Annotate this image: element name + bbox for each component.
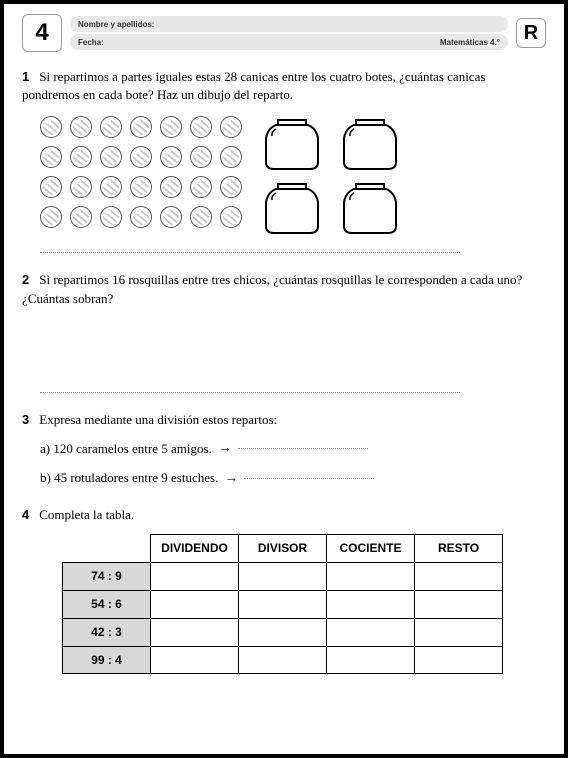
table-row: 42 : 3 [63,618,503,646]
right-letter-box: R [516,18,546,48]
row-header: 54 : 6 [63,590,151,618]
marble-icon [220,206,242,228]
name-field-row: Nombre y apellidos: [70,16,508,32]
exercise-4: 4 Completa la tabla. DIVIDENDO DIVISOR C… [22,506,546,674]
exercise-3-num: 3 [22,411,36,429]
marble-icon [190,146,212,168]
marble-icon [220,146,242,168]
exercise-1: 1 Si repartimos a partes iguales estas 2… [22,68,546,253]
exercise-2-num: 2 [22,271,36,289]
exercise-1-num: 1 [22,68,36,86]
exercise-4-num: 4 [22,506,36,524]
exercise-3-text: Expresa mediante una división estos repa… [39,412,277,427]
exercise-2-text: Si repartimos 16 rosquillas entre tres c… [22,272,522,305]
marble-icon [40,206,62,228]
marble-icon [220,176,242,198]
marble-icon [70,116,92,138]
header-fields: Nombre y apellidos: Fecha: Matemáticas 4… [70,16,508,50]
jar-icon [336,116,406,174]
exercise-3b: b) 45 rotuladores entre 9 estuches. → [40,469,546,489]
answer-space [22,308,546,378]
jar-icon [336,180,406,238]
answer-blank [238,448,368,449]
table-cell [327,590,415,618]
col-dividendo: DIVIDENDO [151,535,239,563]
marble-icon [70,146,92,168]
marble-icon [130,146,152,168]
exercise-3a-text: a) 120 caramelos entre 5 amigos. [40,440,212,458]
arrow-icon: → [224,469,238,489]
table-cell [239,590,327,618]
arrow-icon: → [218,439,232,459]
exercise-4-text: Completa la tabla. [39,507,134,522]
row-header: 99 : 4 [63,646,151,674]
table-corner [63,535,151,563]
exercise-3: 3 Expresa mediante una división estos re… [22,411,546,488]
table-cell [415,563,503,591]
exercise-2: 2 Si repartimos 16 rosquillas entre tres… [22,271,546,392]
marble-icon [40,176,62,198]
table-cell [151,618,239,646]
jar-icon [258,180,328,238]
marble-icon [160,116,182,138]
col-divisor: DIVISOR [239,535,327,563]
marble-icon [190,116,212,138]
answer-blank [244,478,374,479]
table-cell [151,646,239,674]
marble-icon [100,146,122,168]
marble-icon [40,146,62,168]
marble-icon [220,116,242,138]
table-cell [239,646,327,674]
marble-icon [100,206,122,228]
marble-icon [40,116,62,138]
table-cell [239,618,327,646]
marble-icon [190,206,212,228]
table-cell [327,618,415,646]
exercise-1-text: Si repartimos a partes iguales estas 28 … [22,69,485,102]
col-resto: RESTO [415,535,503,563]
row-header: 74 : 9 [63,563,151,591]
table-row: 54 : 6 [63,590,503,618]
name-label: Nombre y apellidos: [78,20,154,29]
marble-icon [160,146,182,168]
marbles-jars-diagram [22,116,546,238]
table-cell [415,646,503,674]
col-cociente: COCIENTE [327,535,415,563]
marble-icon [130,176,152,198]
table-cell [327,646,415,674]
worksheet-header: 4 Nombre y apellidos: Fecha: Matemáticas… [22,14,546,52]
table-cell [239,563,327,591]
exercise-3a: a) 120 caramelos entre 5 amigos. → [40,439,546,459]
division-table: DIVIDENDO DIVISOR COCIENTE RESTO 74 : 95… [62,534,503,674]
date-field-row: Fecha: Matemáticas 4.° [70,34,508,50]
marble-icon [190,176,212,198]
table-cell [327,563,415,591]
table-row: 99 : 4 [63,646,503,674]
marble-icon [100,176,122,198]
marbles-grid [40,116,246,238]
marble-icon [130,116,152,138]
answer-line [40,392,460,393]
page-number: 4 [35,19,48,47]
table-row: 74 : 9 [63,563,503,591]
marble-icon [100,116,122,138]
jar-icon [258,116,328,174]
marble-icon [160,206,182,228]
date-label: Fecha: [78,38,104,47]
right-letter: R [524,22,538,45]
table-cell [415,618,503,646]
marble-icon [70,206,92,228]
jars-grid [258,116,406,238]
answer-line [40,252,460,253]
table-cell [415,590,503,618]
page-number-box: 4 [22,14,62,52]
marble-icon [70,176,92,198]
marble-icon [160,176,182,198]
subject-label: Matemáticas 4.° [440,38,500,47]
table-cell [151,590,239,618]
exercise-3b-text: b) 45 rotuladores entre 9 estuches. [40,469,218,487]
marble-icon [130,206,152,228]
row-header: 42 : 3 [63,618,151,646]
table-cell [151,563,239,591]
